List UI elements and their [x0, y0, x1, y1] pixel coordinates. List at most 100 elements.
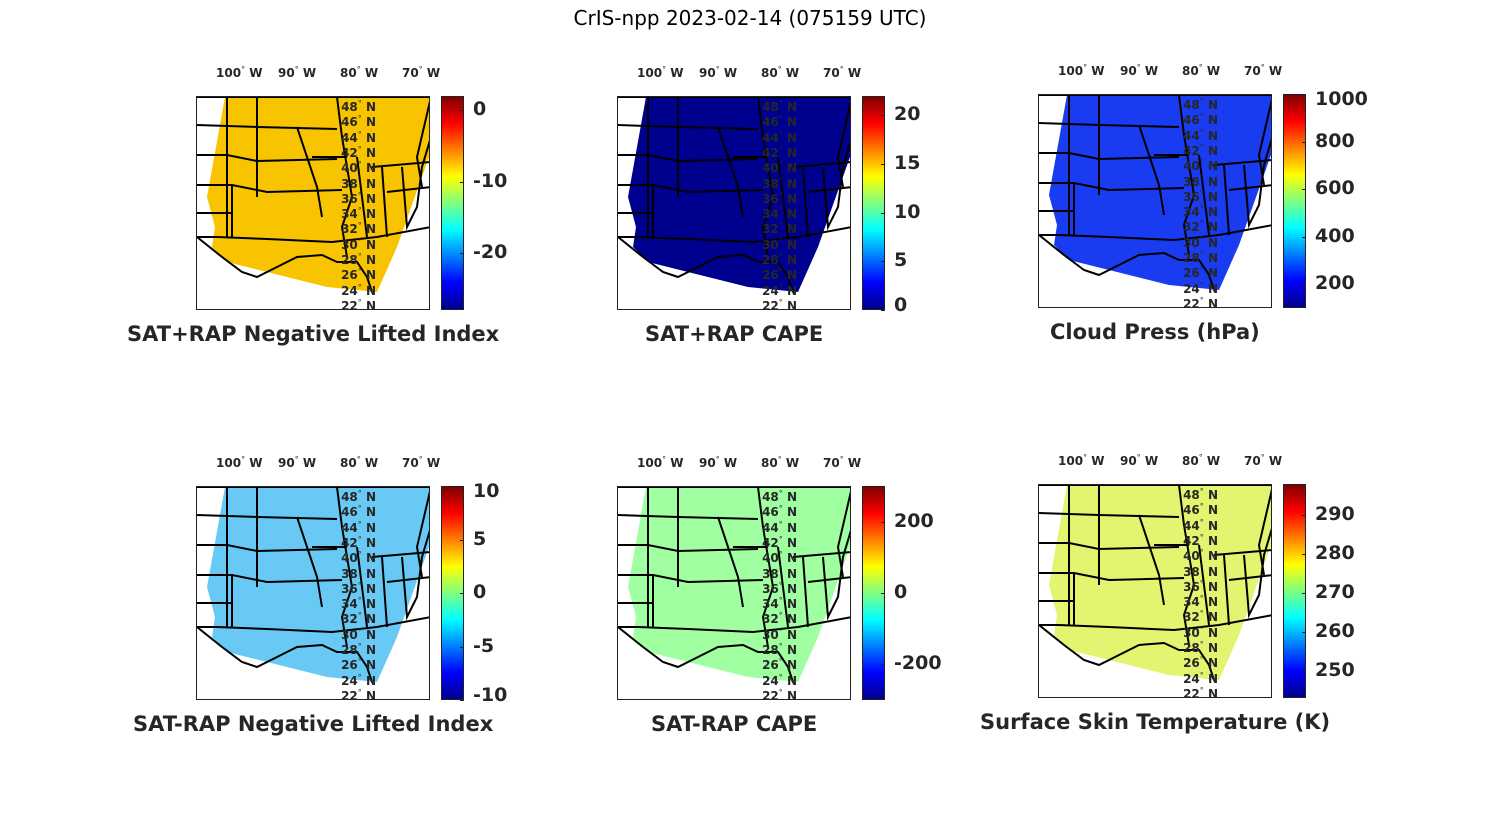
latitude-tick-label: 46° N — [341, 504, 376, 520]
latitude-tick-label: 32° N — [1183, 609, 1218, 625]
latitude-tick-label: 46° N — [762, 504, 797, 520]
latitude-tick-label: 44° N — [1183, 517, 1218, 533]
latitude-tick-label: 28° N — [1183, 250, 1218, 265]
latitude-tick-label: 24° N — [762, 672, 797, 688]
latitude-tick-label: 28° N — [341, 642, 376, 657]
map-plot-area — [196, 96, 430, 310]
latitude-tick-label: 36° N — [341, 190, 376, 206]
latitude-tick-label: 30° N — [762, 236, 797, 252]
colorbar-tick-mark — [1302, 142, 1306, 143]
state-border — [1039, 542, 1180, 551]
colorbar-tick-label: 400 — [1315, 225, 1355, 247]
colorbar-tick-label: 250 — [1315, 659, 1355, 681]
longitude-tick-label: 70° W — [402, 455, 441, 470]
latitude-tick-label: 32° N — [762, 221, 797, 237]
colorbar — [862, 96, 885, 310]
latitude-tick-label: 42° N — [1183, 142, 1218, 158]
panel-title: SAT-RAP CAPE — [651, 712, 818, 736]
longitude-tick-label: 100° W — [637, 65, 684, 80]
state-border — [1178, 485, 1196, 646]
latitude-tick-label: 22° N — [341, 687, 376, 703]
state-border — [356, 546, 368, 628]
state-border — [1228, 574, 1271, 581]
state-border — [381, 166, 388, 238]
colorbar-tick-mark — [1302, 284, 1306, 285]
state-border — [618, 236, 794, 293]
longitude-tick-label: 80° W — [340, 455, 379, 470]
state-border — [792, 551, 850, 558]
state-border — [401, 530, 429, 621]
state-border — [1039, 624, 1215, 681]
colorbar-tick-label: 0 — [894, 294, 908, 316]
latitude-tick-label: 46° N — [762, 114, 797, 130]
map-svg — [618, 97, 850, 293]
panel-title: SAT-RAP Negative Lifted Index — [133, 712, 494, 736]
latitude-tick-label: 26° N — [341, 657, 376, 673]
longitude-tick-label: 90° W — [699, 455, 738, 470]
latitude-tick-label: 40° N — [341, 160, 376, 176]
latitude-tick-label: 38° N — [341, 565, 376, 581]
state-border — [197, 236, 373, 293]
colorbar-tick-label: -5 — [473, 635, 495, 657]
state-border — [371, 551, 429, 558]
latitude-tick-label: 30° N — [762, 626, 797, 642]
colorbar-tick-mark — [881, 664, 885, 665]
colorbar-tick-mark — [881, 213, 885, 214]
latitude-tick-label: 26° N — [762, 267, 797, 283]
longitude-tick-label: 100° W — [216, 65, 263, 80]
latitude-tick-label: 48° N — [1183, 487, 1218, 502]
state-border — [807, 186, 850, 193]
state-border — [401, 140, 429, 231]
state-border — [1213, 159, 1271, 166]
latitude-tick-label: 26° N — [1183, 265, 1218, 281]
latitude-tick-label: 48° N — [1183, 97, 1218, 112]
colorbar-tick-mark — [881, 261, 885, 262]
latitude-tick-label: 36° N — [1183, 188, 1218, 204]
map-svg — [197, 487, 429, 683]
colorbar-tick-mark — [1302, 237, 1306, 238]
latitude-tick-label: 36° N — [762, 580, 797, 596]
latitude-tick-label: 38° N — [1183, 563, 1218, 579]
latitude-tick-label: 38° N — [762, 565, 797, 581]
latitude-tick-label: 32° N — [1183, 219, 1218, 235]
state-border — [1198, 154, 1210, 236]
latitude-tick-label: 36° N — [341, 580, 376, 596]
colorbar-tick-mark — [1302, 671, 1306, 672]
colorbar-tick-label: -200 — [894, 652, 942, 674]
latitude-tick-label: 42° N — [1183, 532, 1218, 548]
colorbar-tick-mark — [1302, 593, 1306, 594]
panel-surface-skin-temperature: 100° W 90° W 80° W 70° W 48° N 46° N 44° N 42° … — [980, 453, 1458, 784]
state-border — [618, 626, 794, 683]
latitude-tick-label: 34° N — [341, 596, 376, 612]
longitude-tick-label: 70° W — [1244, 63, 1283, 78]
state-border — [336, 487, 354, 648]
colorbar-tick-label: 20 — [894, 103, 921, 125]
state-border — [1243, 138, 1271, 229]
colorbar-tick-mark — [881, 164, 885, 165]
panel-sat-rap-cape: 100° W 90° W 80° W 70° W 48° N 46° N 44° N 42° … — [617, 65, 1037, 396]
colorbar-tick-mark — [1302, 554, 1306, 555]
longitude-tick-label: 100° W — [216, 455, 263, 470]
latitude-tick-label: 22° N — [1183, 685, 1218, 701]
colorbar-tick-label: 1000 — [1315, 88, 1368, 110]
panel-sat-minus-rap-neg-lifted-index: 100° W 90° W 80° W 70° W 48° N 46° N 44° N 42° … — [133, 455, 616, 786]
state-border — [1257, 99, 1271, 186]
colorbar-tick-label: 10 — [473, 480, 500, 502]
state-border — [1257, 489, 1271, 576]
colorbar-tick-mark — [881, 115, 885, 116]
colorbar-tick-mark — [1302, 94, 1306, 95]
longitude-tick-label: 70° W — [1244, 453, 1283, 468]
colorbar-tick-label: 270 — [1315, 581, 1355, 603]
latitude-tick-label: 44° N — [341, 129, 376, 145]
state-border — [822, 530, 850, 621]
longitude-tick-label: 80° W — [340, 65, 379, 80]
map-svg — [618, 487, 850, 683]
state-border — [618, 184, 764, 194]
latitude-tick-label: 44° N — [1183, 127, 1218, 143]
state-border — [1138, 124, 1165, 216]
panel-title: Surface Skin Temperature (K) — [980, 710, 1331, 734]
latitude-tick-label: 22° N — [341, 297, 376, 313]
latitude-tick-label: 40° N — [762, 550, 797, 566]
state-border — [1198, 544, 1210, 626]
colorbar — [1283, 484, 1306, 698]
